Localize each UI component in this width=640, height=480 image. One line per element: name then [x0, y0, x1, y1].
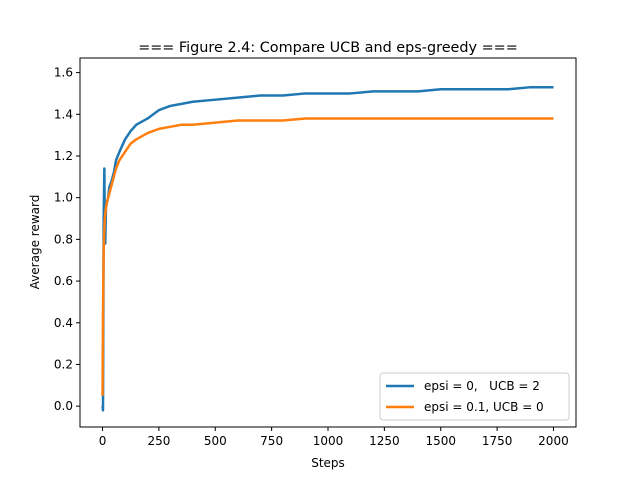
x-axis: 0 250 500 750 1000 1250 1500 1750 2000	[99, 427, 569, 448]
legend-label-2: epsi = 0.1, UCB = 0	[424, 400, 544, 414]
y-tick-label: 1.6	[54, 66, 73, 80]
series-line-1	[101, 85, 554, 412]
x-tick-label: 750	[260, 434, 283, 448]
y-tick-label: 0.4	[54, 316, 73, 330]
y-tick-label: 0.0	[54, 399, 73, 413]
legend: epsi = 0, UCB = 2 epsi = 0.1, UCB = 0	[379, 372, 570, 421]
y-tick-label: 0.8	[54, 232, 73, 246]
x-tick-label: 0	[99, 434, 107, 448]
y-tick-label: 0.2	[54, 357, 73, 371]
y-tick-label: 1.4	[54, 107, 73, 121]
y-tick-label: 1.2	[54, 149, 73, 163]
x-axis-label: Steps	[311, 456, 345, 470]
legend-box	[379, 372, 570, 421]
plot-lines	[101, 85, 554, 412]
x-tick-label: 250	[147, 434, 170, 448]
y-axis: 0.0 0.2 0.4 0.6 0.8 1.0 1.2 1.4 1.6	[54, 66, 80, 413]
x-tick-label: 500	[204, 434, 227, 448]
x-tick-label: 1500	[425, 434, 456, 448]
x-tick-label: 1250	[369, 434, 400, 448]
x-tick-label: 1000	[313, 434, 344, 448]
y-tick-label: 1.0	[54, 191, 73, 205]
y-axis-label: Average reward	[28, 195, 42, 290]
x-tick-label: 1750	[482, 434, 513, 448]
series-line-2	[101, 117, 554, 396]
legend-label-1: epsi = 0, UCB = 2	[424, 379, 540, 393]
y-tick-label: 0.6	[54, 274, 73, 288]
x-tick-label: 2000	[538, 434, 569, 448]
chart-title: === Figure 2.4: Compare UCB and eps-gree…	[138, 40, 518, 56]
